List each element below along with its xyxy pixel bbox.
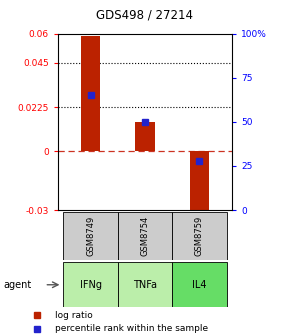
Text: GSM8749: GSM8749 (86, 216, 95, 256)
Bar (135, 122, 155, 151)
Bar (118, 262, 172, 307)
Bar (81, 36, 100, 151)
Text: IFNg: IFNg (80, 280, 101, 290)
Bar (190, 151, 209, 218)
Text: IL4: IL4 (192, 280, 206, 290)
Text: percentile rank within the sample: percentile rank within the sample (55, 324, 208, 333)
Bar (64, 262, 118, 307)
Text: GSM8754: GSM8754 (140, 216, 150, 256)
Bar (172, 212, 226, 260)
Text: log ratio: log ratio (55, 311, 92, 320)
Text: agent: agent (3, 280, 31, 290)
Bar (64, 212, 118, 260)
Text: TNFa: TNFa (133, 280, 157, 290)
Text: GSM8759: GSM8759 (195, 216, 204, 256)
Bar (172, 262, 226, 307)
Text: GDS498 / 27214: GDS498 / 27214 (97, 9, 193, 22)
Bar (118, 212, 172, 260)
